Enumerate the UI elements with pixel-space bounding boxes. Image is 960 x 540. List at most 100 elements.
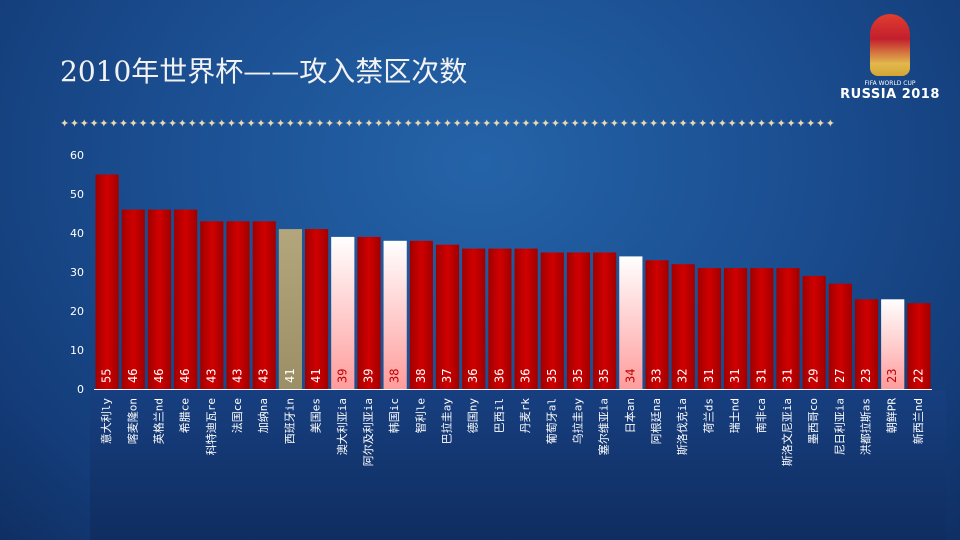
x-tick-label: 南非ca bbox=[755, 398, 768, 433]
data-label: 23 bbox=[885, 369, 899, 383]
data-label: 35 bbox=[545, 369, 559, 383]
data-label: 43 bbox=[231, 369, 245, 383]
data-label: 27 bbox=[833, 369, 847, 383]
bar bbox=[593, 252, 617, 389]
chart-label-panel bbox=[90, 390, 946, 540]
x-tick-label: 阿根廷na bbox=[649, 398, 663, 444]
data-label: 23 bbox=[859, 369, 873, 383]
bar bbox=[776, 268, 800, 389]
bar bbox=[724, 268, 748, 389]
data-label: 43 bbox=[204, 369, 218, 383]
data-label: 36 bbox=[466, 369, 480, 383]
data-label: 41 bbox=[283, 369, 297, 383]
bar bbox=[383, 240, 407, 389]
bar bbox=[750, 268, 774, 389]
bar bbox=[881, 299, 905, 389]
data-label: 22 bbox=[911, 369, 925, 383]
bar bbox=[278, 229, 302, 389]
bar bbox=[697, 268, 721, 389]
data-label: 29 bbox=[807, 369, 821, 383]
x-tick-label: 英格兰nd bbox=[151, 398, 165, 444]
bar bbox=[357, 236, 381, 389]
data-label: 39 bbox=[361, 369, 375, 383]
bar bbox=[645, 260, 669, 389]
data-label: 46 bbox=[126, 369, 140, 383]
data-label: 43 bbox=[257, 369, 271, 383]
x-tick-label: 瑞士nd bbox=[728, 398, 742, 433]
data-label: 46 bbox=[152, 369, 166, 383]
x-tick-label: 斯洛伐克ia bbox=[675, 398, 689, 455]
bar bbox=[226, 221, 250, 389]
x-tick-label: 新西兰nd bbox=[911, 398, 925, 444]
bar bbox=[305, 229, 329, 389]
bar bbox=[514, 248, 538, 389]
data-label: 55 bbox=[100, 369, 114, 383]
bar bbox=[828, 283, 852, 389]
data-label: 37 bbox=[440, 369, 454, 383]
y-tick-label: 0 bbox=[77, 383, 84, 396]
data-label: 46 bbox=[178, 369, 192, 383]
x-tick-label: 美国es bbox=[310, 398, 323, 433]
data-label: 38 bbox=[414, 369, 428, 383]
x-tick-label: 荷兰ds bbox=[702, 398, 715, 433]
data-label: 33 bbox=[650, 369, 664, 383]
x-tick-label: 澳大利亚ia bbox=[335, 398, 349, 455]
bar bbox=[540, 252, 564, 389]
bar bbox=[462, 248, 486, 389]
x-tick-label: 加纳na bbox=[257, 398, 270, 433]
bar bbox=[252, 221, 276, 389]
x-tick-label: 葡萄牙al bbox=[545, 398, 558, 444]
y-tick-label: 60 bbox=[70, 149, 84, 162]
data-label: 38 bbox=[388, 369, 402, 383]
bar bbox=[488, 248, 512, 389]
x-tick-label: 科特迪瓦re bbox=[204, 398, 218, 455]
bar bbox=[331, 236, 355, 389]
data-label: 35 bbox=[597, 369, 611, 383]
bar bbox=[671, 264, 695, 389]
logo-line2: RUSSIA 2018 bbox=[840, 87, 940, 102]
bar bbox=[435, 244, 460, 389]
y-tick-label: 10 bbox=[70, 344, 84, 357]
x-tick-label: 法国ce bbox=[230, 398, 244, 433]
data-label: 32 bbox=[676, 369, 690, 383]
x-tick-label: 巴拉圭ay bbox=[440, 398, 454, 445]
bar bbox=[200, 221, 224, 389]
x-tick-label: 洪都拉斯as bbox=[859, 398, 873, 455]
x-tick-label: 乌拉圭ay bbox=[570, 398, 584, 445]
y-tick-label: 50 bbox=[70, 188, 84, 201]
x-tick-label: 塞尔维亚ia bbox=[597, 398, 611, 455]
bar bbox=[174, 209, 198, 389]
y-tick-label: 30 bbox=[70, 266, 84, 279]
data-label: 36 bbox=[492, 369, 506, 383]
x-tick-label: 丹麦rk bbox=[519, 398, 532, 434]
bar bbox=[147, 209, 172, 389]
bar bbox=[854, 299, 879, 389]
bar bbox=[566, 252, 591, 389]
data-label: 39 bbox=[335, 369, 349, 383]
x-tick-label: 尼日利亚ia bbox=[833, 398, 846, 455]
x-tick-label: 日本an bbox=[623, 398, 637, 433]
x-tick-label: 墨西哥co bbox=[807, 398, 820, 444]
x-tick-label: 喀麦隆on bbox=[125, 398, 139, 444]
world-cup-logo: FIFA WORLD CUP RUSSIA 2018 bbox=[840, 14, 940, 114]
data-label: 31 bbox=[728, 369, 742, 383]
logo-line1: FIFA WORLD CUP bbox=[864, 80, 916, 87]
y-tick-label: 20 bbox=[70, 305, 84, 318]
bar bbox=[95, 174, 119, 389]
x-tick-label: 朝鲜PR bbox=[885, 398, 899, 434]
x-tick-label: 智利le bbox=[413, 398, 427, 433]
bar bbox=[907, 303, 931, 389]
x-tick-label: 西班牙in bbox=[283, 398, 296, 444]
trophy-icon bbox=[870, 14, 910, 76]
page-title: 2010年世界杯——攻入禁区次数 bbox=[60, 55, 468, 88]
data-label: 34 bbox=[623, 369, 637, 383]
data-label: 31 bbox=[754, 369, 768, 383]
decorative-divider: ✦✦✦✦✦✦✦✦✦✦✦✦✦✦✦✦✦✦✦✦✦✦✦✦✦✦✦✦✦✦✦✦✦✦✦✦✦✦✦✦… bbox=[60, 117, 836, 130]
x-tick-label: 斯洛文尼亚ia bbox=[780, 398, 794, 466]
bar bbox=[409, 240, 433, 389]
data-label: 41 bbox=[309, 369, 323, 383]
x-tick-label: 巴西il bbox=[493, 398, 506, 433]
data-label: 31 bbox=[780, 369, 794, 383]
bar bbox=[619, 256, 643, 389]
